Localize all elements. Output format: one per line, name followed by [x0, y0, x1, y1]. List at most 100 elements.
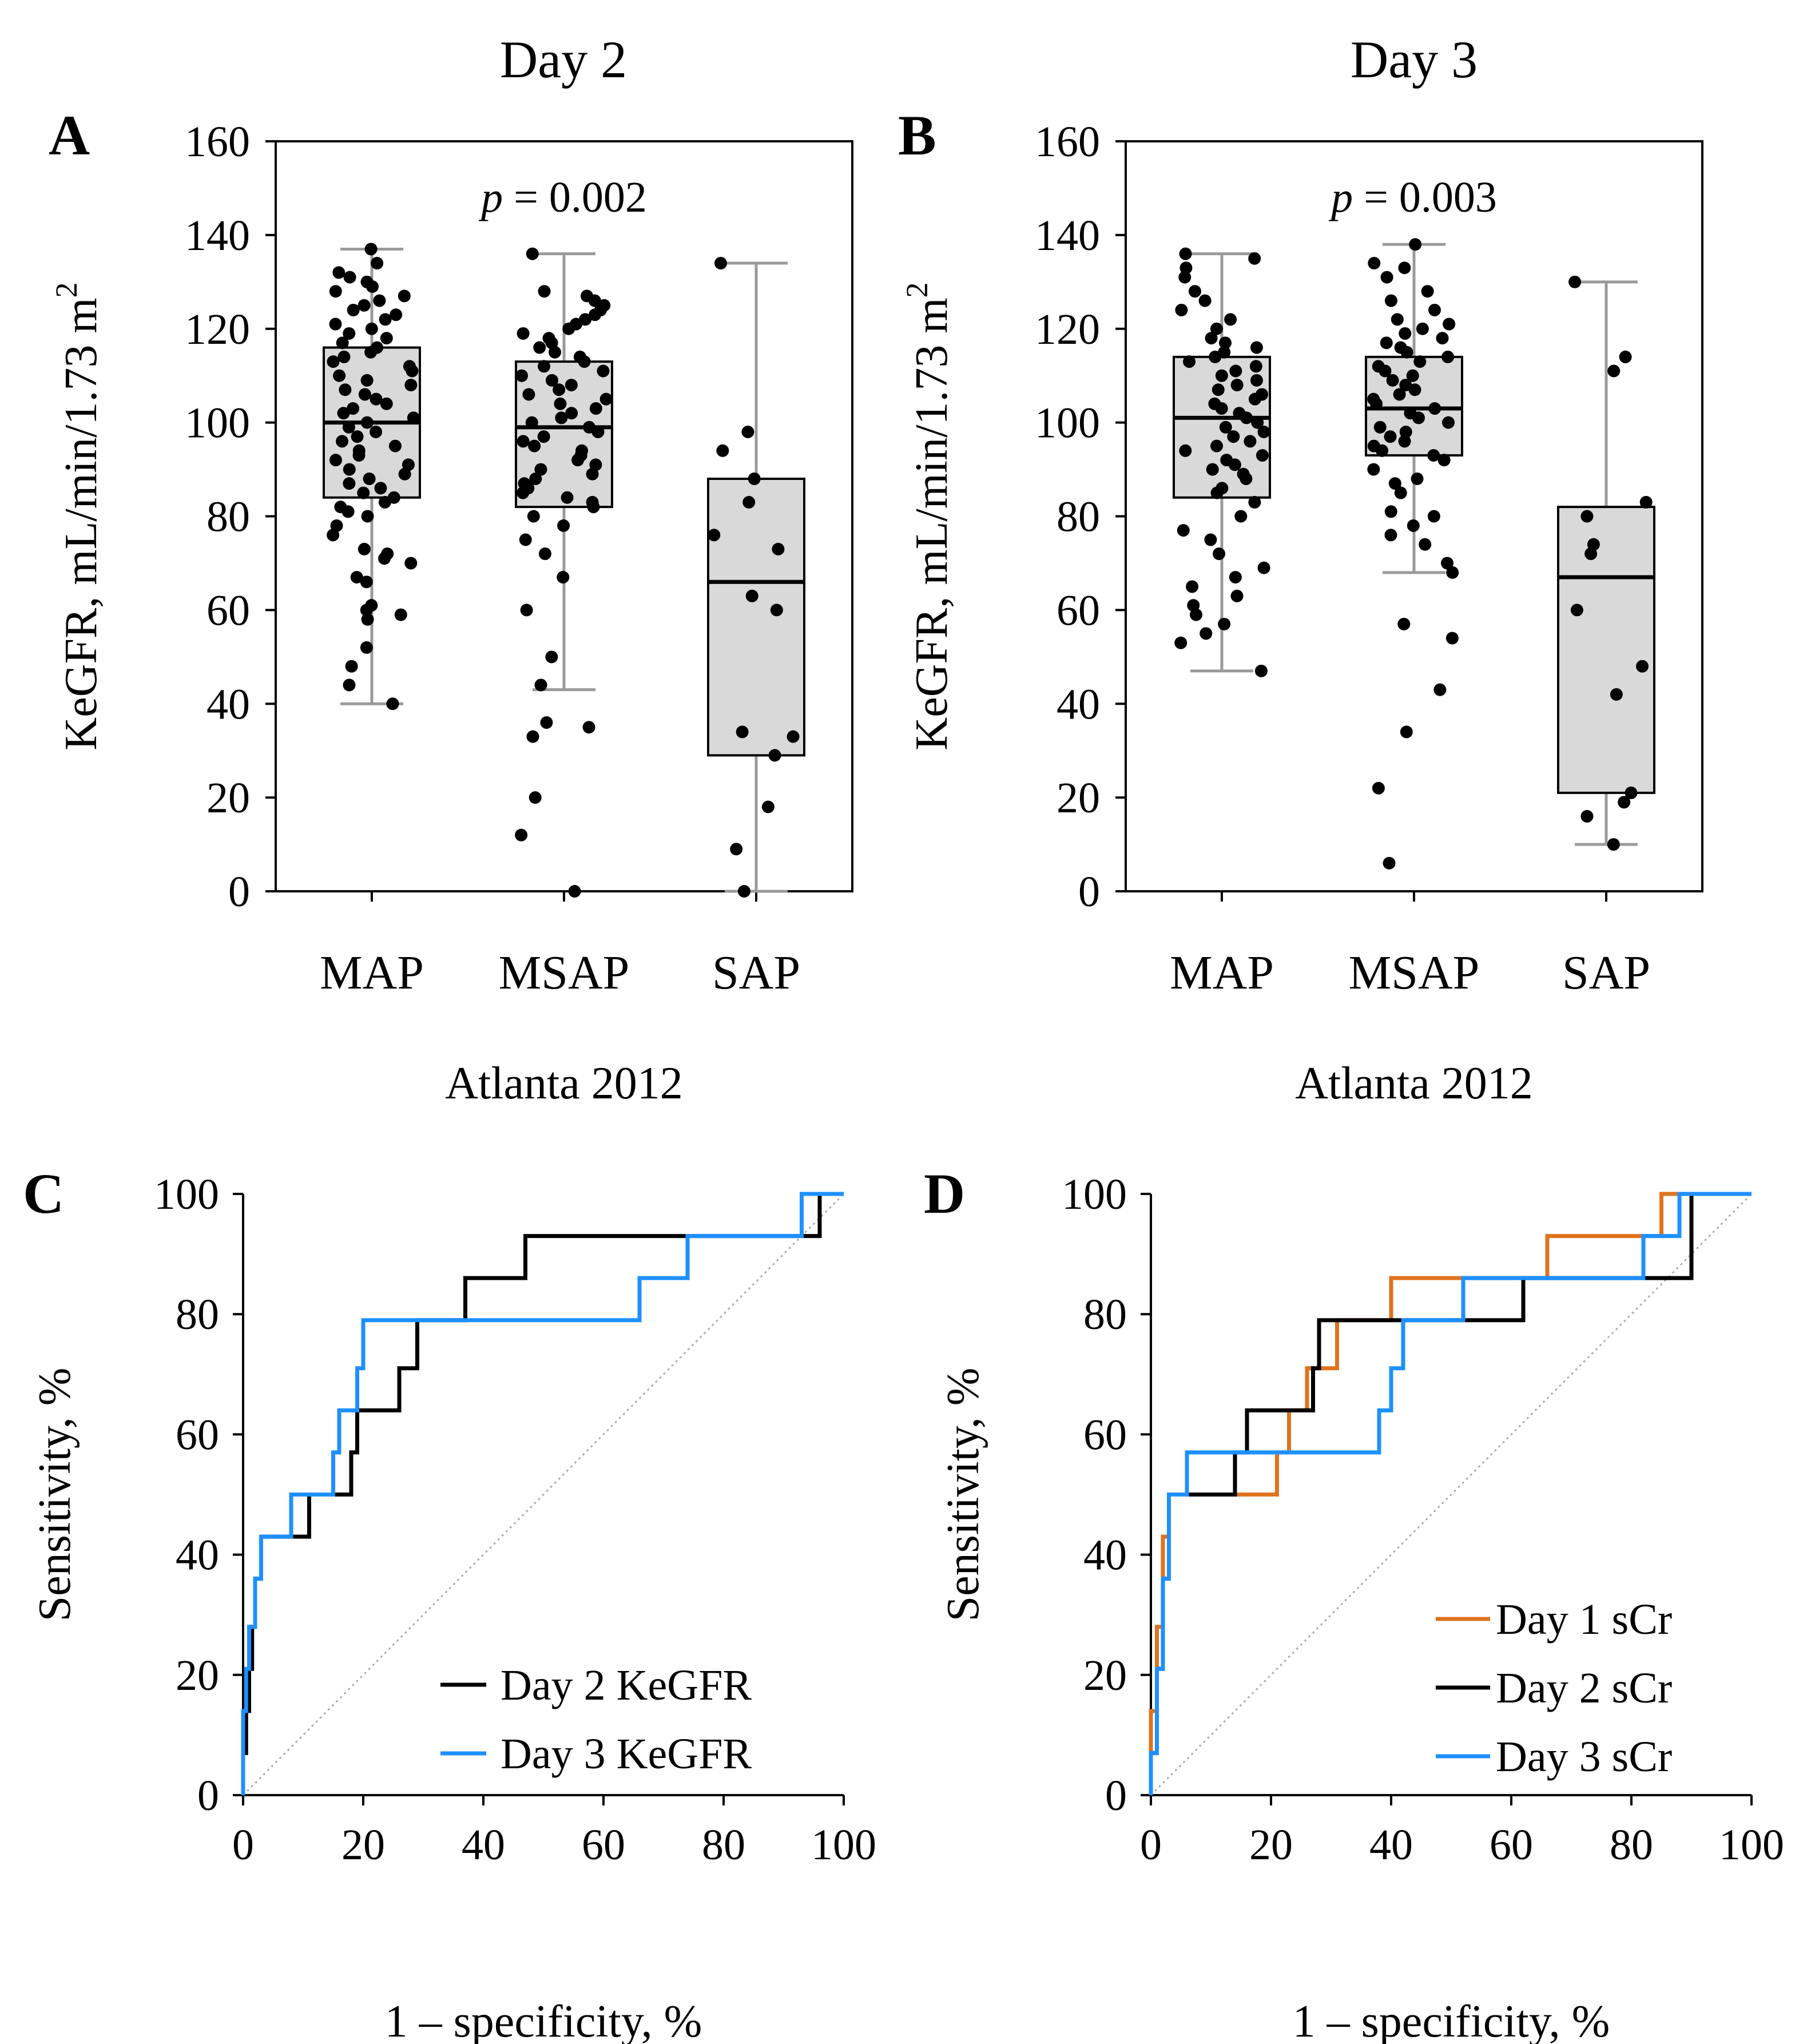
data-point	[515, 828, 528, 842]
data-point	[515, 369, 529, 382]
data-point	[342, 420, 355, 434]
data-point	[1368, 257, 1381, 270]
legend-entry: Day 3 KeGFR	[501, 1730, 752, 1778]
y-tick-label: 140	[185, 212, 250, 260]
data-point	[1228, 458, 1241, 471]
data-point	[1437, 454, 1451, 467]
x-tick-label: 40	[1369, 1821, 1413, 1869]
data-point	[1218, 336, 1232, 350]
data-point	[534, 678, 547, 692]
data-point	[363, 472, 376, 485]
data-point	[1257, 426, 1270, 439]
data-point	[1399, 426, 1412, 439]
y-tick-label: 160	[1035, 118, 1100, 166]
data-point	[527, 510, 540, 523]
data-point	[398, 289, 411, 303]
data-point	[716, 444, 729, 457]
x-tick-label: 60	[582, 1821, 625, 1869]
roc-curve-day-3-scr	[1149, 1192, 1752, 1795]
data-point	[394, 608, 407, 621]
data-point	[1224, 313, 1237, 326]
data-point	[360, 374, 374, 387]
data-point	[1413, 355, 1427, 368]
p-symbol: p	[1328, 173, 1353, 221]
x-axis-label: 1 – specificity, %	[385, 1997, 702, 2044]
data-point	[1240, 472, 1253, 485]
y-tick-label: 0	[1105, 1772, 1127, 1820]
y-tick-label: 60	[1057, 586, 1100, 634]
data-point	[597, 364, 610, 378]
data-point	[748, 472, 761, 485]
data-point	[519, 533, 532, 546]
data-point	[1610, 688, 1623, 701]
data-point	[1178, 271, 1192, 284]
data-point	[1400, 346, 1413, 359]
data-point	[358, 299, 371, 312]
data-point	[1257, 561, 1270, 574]
data-point	[1376, 444, 1389, 457]
data-point	[1443, 317, 1456, 331]
data-point	[1380, 336, 1393, 350]
data-point	[380, 332, 393, 345]
data-point	[1397, 617, 1411, 630]
data-point	[1427, 510, 1440, 523]
data-point	[1584, 547, 1598, 561]
data-point	[1230, 589, 1244, 602]
data-point	[1441, 557, 1454, 570]
data-point	[1416, 322, 1429, 335]
y-tick-label: 0	[1078, 868, 1100, 916]
category-label: SAP	[712, 946, 800, 999]
panel-label: B	[898, 104, 936, 167]
data-point	[526, 730, 539, 743]
data-point	[1428, 402, 1441, 415]
data-point	[1618, 796, 1631, 809]
data-point	[1248, 495, 1261, 509]
x-axis-label: Atlanta 2012	[445, 1058, 682, 1109]
category-label: MSAP	[499, 946, 630, 999]
data-point	[1179, 261, 1193, 275]
data-point	[1213, 547, 1226, 561]
x-axis-label: 1 – specificity, %	[1293, 1997, 1610, 2044]
data-point	[1175, 303, 1188, 316]
data-point	[1249, 360, 1262, 373]
data-point	[1445, 632, 1459, 645]
data-point	[364, 346, 378, 359]
data-point	[517, 435, 530, 448]
data-point	[768, 749, 781, 762]
y-tick-label: 100	[185, 399, 250, 447]
data-point	[1372, 781, 1385, 795]
data-point	[360, 416, 374, 429]
data-point	[538, 547, 551, 561]
data-point	[537, 430, 550, 443]
data-point	[350, 571, 363, 584]
data-point	[545, 650, 558, 664]
data-point	[761, 800, 775, 813]
data-point	[1400, 725, 1413, 739]
data-point	[1619, 350, 1632, 363]
data-point	[360, 604, 373, 617]
y-tick-label: 80	[1057, 493, 1100, 541]
category-label: MSAP	[1349, 946, 1480, 999]
y-tick-label: 0	[228, 868, 250, 916]
x-tick-label: 100	[1719, 1821, 1784, 1869]
data-point	[1183, 355, 1196, 368]
data-point	[582, 721, 595, 734]
data-point	[588, 294, 601, 307]
data-point	[1607, 838, 1620, 851]
data-point	[586, 467, 599, 481]
y-tick-label: 140	[1035, 212, 1100, 260]
data-point	[1204, 533, 1217, 546]
data-point	[1248, 252, 1261, 265]
data-point	[529, 472, 542, 485]
legend-entry: Day 1 sCr	[1496, 1595, 1672, 1644]
data-point	[1428, 303, 1441, 316]
x-tick-label: 20	[1249, 1821, 1293, 1869]
y-axis-label-main: KeGFR, mL/min/1.73 m	[56, 297, 106, 750]
data-point	[1227, 430, 1240, 443]
x-tick-label: 80	[1610, 1821, 1653, 1869]
data-point	[378, 552, 391, 565]
data-point	[1200, 627, 1213, 640]
data-point	[357, 486, 370, 499]
data-point	[390, 308, 403, 322]
data-point	[562, 322, 575, 335]
